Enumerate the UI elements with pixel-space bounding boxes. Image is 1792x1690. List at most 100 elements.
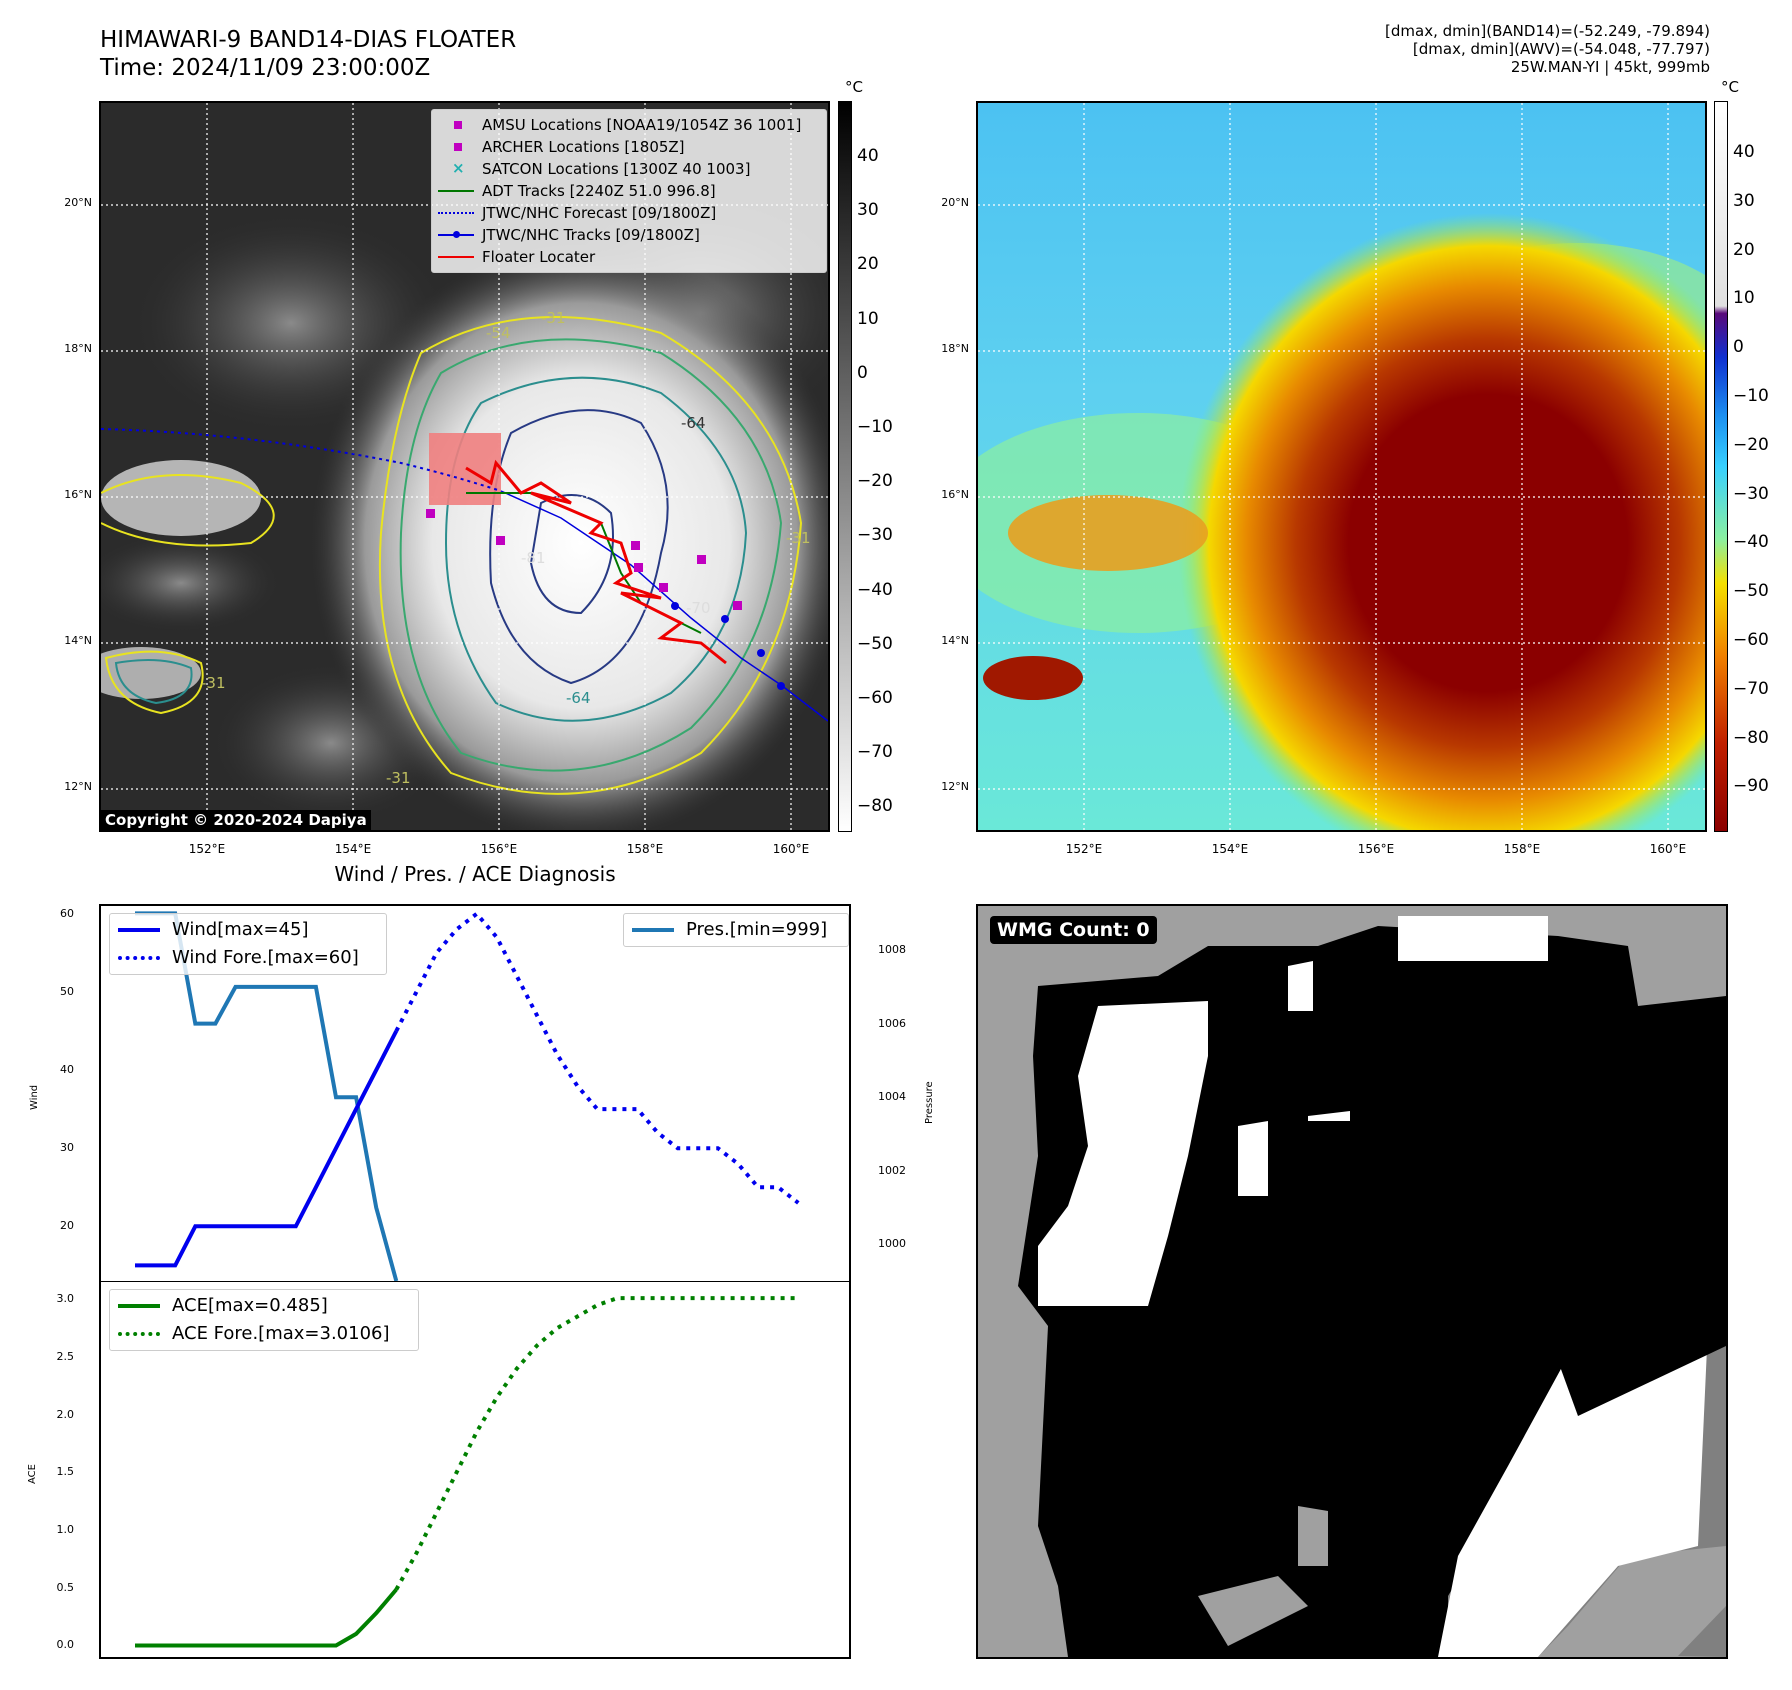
color-colorbar-unit: °C — [1721, 78, 1739, 96]
contour-label: -31 — [541, 309, 566, 327]
axis-label: −40 — [1733, 532, 1769, 553]
title-line-2: Time: 2024/11/09 23:00:00Z — [100, 55, 431, 81]
wind-line — [135, 1030, 399, 1268]
ir-gray-map: -54 -64 -31 -81 -70 -31 -64 -31 -31 — [99, 101, 830, 832]
axis-label: 18°N — [64, 342, 92, 355]
axis-label: −80 — [1733, 727, 1769, 748]
floater-locater-track — [465, 459, 727, 665]
tick-label: 20 — [60, 1219, 74, 1233]
tick-label: 30 — [60, 1141, 74, 1155]
axis-label: 156°E — [480, 842, 518, 856]
stat-storm: 25W.MAN-YI | 45kt, 999mb — [1510, 58, 1710, 76]
axis-label: 16°N — [64, 488, 92, 501]
tick-label: 3.0 — [56, 1292, 75, 1306]
tick-label: 2.0 — [56, 1407, 75, 1421]
floater-box — [429, 433, 501, 505]
legend-item-amsu: AMSU Locations [NOAA19/1054Z 36 1001] — [434, 114, 824, 136]
axis-label: 16°N — [941, 488, 969, 501]
axis-label: −80 — [857, 796, 893, 817]
axis-label: −70 — [857, 742, 893, 763]
axis-label: 30 — [857, 200, 879, 221]
tick-label: 1008 — [878, 943, 906, 957]
stats-header: [dmax, dmin](BAND14)=(-52.249, -79.894) … — [1210, 22, 1710, 76]
stat-band14: [dmax, dmin](BAND14)=(-52.249, -79.894) — [1385, 22, 1710, 40]
tick-label: 50 — [60, 984, 74, 998]
axis-label: −20 — [857, 471, 893, 492]
diagnosis-title: Wind / Pres. / ACE Diagnosis — [334, 862, 616, 886]
axis-label: 0 — [857, 362, 868, 383]
axis-label: −90 — [1733, 776, 1769, 797]
wind-legend: Wind[max=45] Wind Fore.[max=60] — [109, 913, 387, 975]
legend-item-forecast: JTWC/NHC Forecast [09/1800Z] — [434, 202, 824, 224]
contour-label: -64 — [681, 414, 706, 432]
tick-label: 60 — [60, 906, 74, 920]
pressure-axis-label: Pressure — [924, 1081, 935, 1124]
wmg-count-label: WMG Count: 0 — [990, 916, 1157, 944]
ace-plot — [134, 1296, 799, 1648]
wind-pressure-chart: Wind[max=45] Wind Fore.[max=60] Pres.[mi… — [99, 904, 851, 1282]
axis-label: 40 — [857, 146, 879, 166]
tick-label: 0.5 — [56, 1580, 75, 1594]
square-marker-icon — [454, 121, 462, 129]
pressure-legend: Pres.[min=999] — [623, 913, 849, 947]
main-title: HIMAWARI-9 BAND14-DIAS FLOATER Time: 202… — [100, 26, 516, 82]
axis-label: −20 — [1733, 434, 1769, 455]
contour-label: -64 — [566, 689, 591, 707]
axis-label: 158°E — [626, 842, 664, 856]
line-marker-icon — [438, 190, 474, 192]
ace-chart: ACE[max=0.485] ACE Fore.[max=3.0106] — [99, 1281, 851, 1659]
axis-label: 154°E — [1211, 842, 1249, 856]
jtwc-forecast-track — [101, 428, 502, 492]
axis-label: 20°N — [64, 196, 92, 209]
contour-label: -31 — [786, 529, 811, 547]
axis-label: 154°E — [334, 842, 372, 856]
tick-label: 1004 — [878, 1090, 906, 1104]
axis-label: 14°N — [64, 634, 92, 647]
legend-item-archer: ARCHER Locations [1805Z] — [434, 136, 824, 158]
line-marker-icon — [118, 1304, 160, 1308]
tick-label: 1.0 — [56, 1523, 75, 1537]
legend-item-adt: ADT Tracks [2240Z 51.0 996.8] — [434, 180, 824, 202]
ace-legend: ACE[max=0.485] ACE Fore.[max=3.0106] — [109, 1289, 419, 1351]
tick-label: 40 — [60, 1063, 74, 1077]
gray-colorbar — [838, 101, 852, 832]
line-marker-icon — [632, 928, 674, 932]
axis-label: 152°E — [188, 842, 226, 856]
legend-item-satcon: × SATCON Locations [1300Z 40 1003] — [452, 159, 751, 178]
x-marker-icon: × — [452, 159, 465, 177]
contour-label: -54 — [486, 324, 511, 342]
wmg-panel: WMG Count: 0 — [976, 904, 1728, 1659]
axis-label: 40 — [1733, 142, 1755, 162]
tick-label: 2.5 — [56, 1350, 75, 1363]
jtwc-track-points — [671, 602, 785, 690]
axis-label: 160°E — [772, 842, 810, 856]
wind-axis-label: Wind — [29, 1084, 40, 1110]
axis-label: −40 — [857, 579, 893, 600]
axis-label: 152°E — [1065, 842, 1103, 856]
axis-label: −50 — [1733, 581, 1769, 602]
contour-label: -31 — [201, 674, 226, 692]
stat-awv: [dmax, dmin](AWV)=(-54.048, -77.797) — [1412, 40, 1710, 58]
axis-label: 20°N — [941, 196, 969, 209]
ace-line — [135, 1588, 398, 1648]
contour-label: -81 — [521, 549, 546, 567]
axis-label: −70 — [1733, 678, 1769, 699]
axis-label: −30 — [857, 525, 893, 546]
axis-label: 0 — [1733, 337, 1744, 358]
gray-colorbar-unit: °C — [845, 78, 863, 96]
title-line-1: HIMAWARI-9 BAND14-DIAS FLOATER — [100, 27, 517, 53]
wind-pressure-plot — [134, 911, 800, 1281]
ir-color-image — [978, 103, 1705, 830]
legend-item-ace: ACE[max=0.485] — [114, 1292, 414, 1320]
axis-label: 20 — [857, 254, 879, 275]
legend-item-wind: Wind[max=45] — [114, 916, 382, 944]
axis-label: 20 — [1733, 239, 1755, 260]
axis-label: 160°E — [1649, 842, 1687, 856]
ir-color-map — [976, 101, 1707, 832]
copyright-label: Copyright © 2020-2024 Dapiya — [101, 810, 371, 830]
dotted-line-icon — [118, 956, 160, 960]
axis-label: −60 — [857, 688, 893, 708]
wmg-mask — [978, 906, 1726, 1657]
tick-label: 1000 — [878, 1237, 906, 1251]
dotted-line-icon — [438, 212, 474, 214]
